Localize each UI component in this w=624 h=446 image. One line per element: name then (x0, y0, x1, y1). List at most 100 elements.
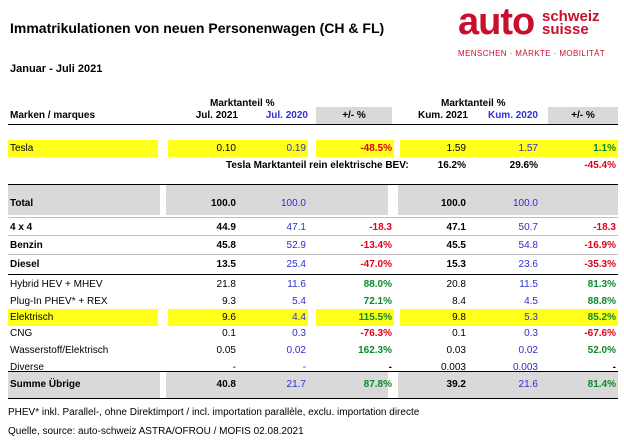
cell-delta2: -35.3% (584, 259, 616, 270)
row-label: Tesla Marktanteil rein elektrische BEV: (226, 160, 409, 171)
cell-jul2021: 9.6 (168, 309, 238, 326)
cell-kum2020: 54.8 (518, 240, 538, 251)
cell-kum2020: 0.003 (512, 362, 538, 373)
cell-jul2020: 100.0 (280, 198, 306, 209)
table-row: Hybrid HEV + MHEV 21.8 11.6 88.0% 20.8 11.5 81… (8, 276, 618, 293)
cell-jul2020: 52.9 (286, 240, 306, 251)
row-label: Diverse (10, 362, 44, 373)
row-divider (8, 254, 618, 255)
cell-kum2021: 15.3 (446, 259, 466, 270)
header-jul2021: Jul. 2021 (195, 110, 238, 121)
logo-country: schweiz suisse (542, 8, 600, 38)
cell-kum2020: 50.7 (518, 222, 538, 233)
cell-kum2020: 1.57 (468, 140, 540, 157)
cell-delta2: -16.9% (584, 240, 616, 251)
cell-kum2020: 5.3 (468, 309, 540, 326)
cell-jul2021: - (232, 362, 236, 373)
cell-kum2021: 20.8 (446, 279, 466, 290)
header-jul2020: Jul. 2020 (265, 110, 308, 121)
cell-kum2020: 0.02 (518, 345, 538, 356)
cell-jul2020: 25.4 (286, 259, 306, 270)
page-title: Immatrikulationen von neuen Personenwage… (10, 20, 385, 36)
cell-delta: - (388, 362, 392, 373)
logo-word: auto (458, 1, 535, 43)
cell-delta2: -18.3 (593, 222, 616, 233)
total-top-line (8, 184, 618, 185)
cell-delta2: -45.4% (584, 160, 616, 171)
cell-jul2021: 0.1 (222, 328, 236, 339)
cell-kum2020: 4.5 (524, 296, 538, 307)
table-row: Diesel 13.5 25.4 -47.0% 15.3 23.6 -35.3% (8, 256, 618, 273)
cell-delta: -18.3 (369, 222, 392, 233)
logo-line2: suisse (542, 21, 589, 38)
table-row-tesla-bev: Tesla Marktanteil rein elektrische BEV: … (8, 157, 618, 174)
table-row: Total 100.0 100.0 100.0 100.0 (8, 195, 618, 212)
cell-delta: 87.8% (363, 379, 392, 390)
table-row: Wasserstoff/Elektrisch 0.05 0.02 162.3% 0.03… (8, 342, 618, 359)
cell-delta (316, 195, 394, 212)
cell-jul2020: 5.4 (292, 296, 306, 307)
cell-jul2021: 0.10 (168, 140, 238, 157)
cell-kum2021: 9.8 (400, 309, 468, 326)
table-header-row: Marken / marques Jul. 2021 Jul. 2020 +/-… (8, 107, 618, 124)
cell-kum2021: 1.59 (400, 140, 468, 157)
row-divider (8, 217, 618, 218)
cell-delta: 115.5% (316, 309, 394, 326)
cell-kum2021: 39.2 (446, 379, 466, 390)
cell-kum2020: 11.5 (519, 279, 538, 290)
group-label-cumulative: Marktanteil % (441, 98, 506, 109)
total-gap-1 (160, 185, 166, 215)
logo-tagline: MENSCHEN · MÄRKTE · MOBILITÄT (458, 49, 606, 58)
cell-kum2021: 0.03 (446, 345, 466, 356)
cell-kum2021: 0.003 (440, 362, 466, 373)
group-label-monthly: Marktanteil % (210, 98, 275, 109)
total-gap-2 (388, 185, 398, 215)
sum-gap-1 (160, 372, 166, 398)
total-band (8, 185, 618, 215)
cell-delta: 162.3% (358, 345, 392, 356)
header-divider (8, 124, 618, 125)
header-delta2: +/- % (548, 107, 618, 124)
cell-delta2: 88.8% (587, 296, 616, 307)
cell-kum2020: 100.0 (512, 198, 538, 209)
cell-delta: -48.5% (316, 140, 394, 157)
cell-kum2020: 29.6% (509, 160, 538, 171)
table-row-tesla: Tesla 0.10 0.19 -48.5% 1.59 1.57 1.1% (8, 140, 618, 157)
cell-jul2021: 45.8 (216, 240, 236, 251)
cell-delta: -47.0% (360, 259, 392, 270)
row-divider (8, 274, 618, 275)
table-row: Summe Übrige 40.8 21.7 87.8% 39.2 21.6 81.4% (8, 376, 618, 393)
cell-delta: -13.4% (360, 240, 392, 251)
cell-jul2021: 40.8 (216, 379, 236, 390)
row-label: Plug-In PHEV* + REX (10, 296, 108, 307)
row-label: CNG (10, 328, 33, 339)
logo-line1: schweiz (542, 8, 600, 25)
table-row: Benzin 45.8 52.9 -13.4% 45.5 54.8 -16.9% (8, 237, 618, 254)
row-label: Summe Übrige (10, 379, 81, 390)
cell-delta2: 85.2% (540, 309, 618, 326)
cell-jul2021: 9.3 (222, 296, 236, 307)
cell-kum2020: 23.6 (518, 259, 538, 270)
sum-band (8, 372, 618, 398)
header-kum2021: Kum. 2021 (417, 110, 468, 121)
period-label: Januar - Juli 2021 (10, 63, 103, 75)
cell-jul2021: 44.9 (216, 222, 236, 233)
cell-kum2021: 45.5 (446, 240, 466, 251)
row-label: Benzin (10, 240, 43, 251)
cell-delta: -76.3% (360, 328, 392, 339)
cell-kum2021: 0.1 (452, 328, 466, 339)
table-row: 4 x 4 44.9 47.1 -18.3 47.1 50.7 -18.3 (8, 219, 618, 236)
cell-jul2020: - (302, 362, 306, 373)
footnote: PHEV* inkl. Parallel-, ohne Direktimport… (8, 407, 420, 418)
row-label: Hybrid HEV + MHEV (10, 279, 103, 290)
cell-kum2021: 47.1 (446, 222, 466, 233)
row-label: Tesla (8, 140, 158, 157)
cell-jul2020: 47.1 (286, 222, 306, 233)
header-kum2020: Kum. 2020 (487, 110, 538, 121)
cell-jul2021: 100.0 (210, 198, 236, 209)
cell-delta2 (540, 195, 618, 212)
cell-kum2021: 8.4 (452, 296, 466, 307)
cell-jul2020: 0.3 (292, 328, 306, 339)
row-divider (8, 235, 618, 236)
header-brand: Marken / marques (10, 110, 96, 121)
